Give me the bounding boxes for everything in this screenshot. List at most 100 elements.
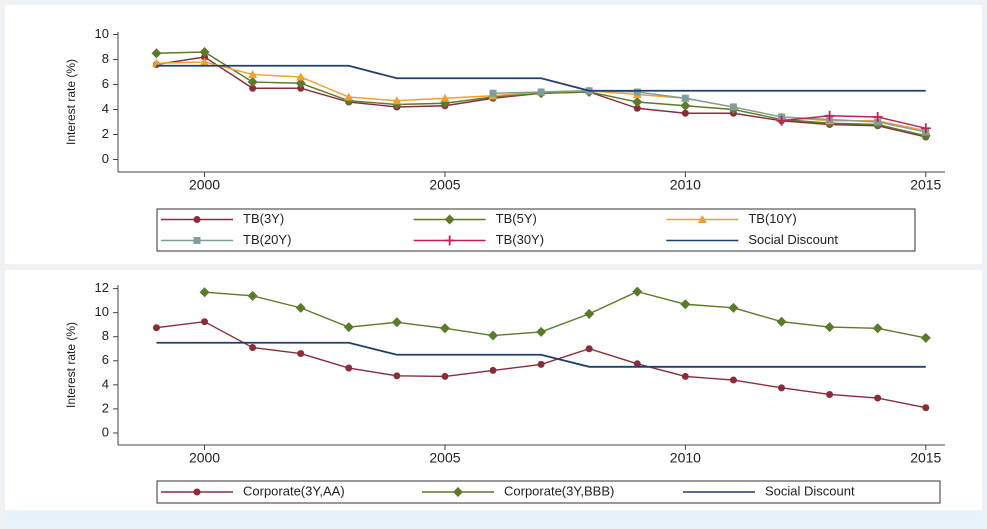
marker	[922, 404, 930, 412]
marker	[633, 360, 641, 368]
marker	[681, 94, 689, 102]
marker	[247, 290, 258, 301]
marker	[440, 93, 450, 102]
marker	[537, 88, 545, 96]
legend-label: Corporate(3Y,BBB)	[504, 483, 614, 498]
legend-box	[156, 208, 916, 252]
y-tick-label: 10	[95, 304, 109, 319]
marker	[681, 109, 689, 117]
legend-label: TB(10Y)	[748, 211, 796, 226]
legend-label: Corporate(3Y,AA)	[243, 483, 345, 498]
x-tick-label: 2015	[910, 450, 941, 466]
marker	[344, 92, 354, 101]
panel-background	[5, 270, 982, 510]
marker	[824, 110, 835, 121]
marker	[536, 326, 547, 337]
series-line	[156, 64, 926, 92]
marker	[249, 344, 257, 352]
marker	[193, 237, 201, 244]
marker	[584, 308, 595, 319]
marker	[872, 112, 883, 122]
y-tick-label: 8	[102, 51, 109, 66]
footer-strip	[5, 510, 982, 526]
marker	[633, 104, 641, 112]
marker	[488, 330, 499, 341]
marker	[343, 322, 354, 333]
y-tick-label: 10	[95, 26, 109, 41]
x-tick-label: 2005	[429, 450, 460, 466]
marker	[633, 88, 641, 96]
marker	[697, 215, 707, 223]
series-line	[493, 90, 926, 133]
marker	[920, 123, 931, 134]
y-tick-label: 0	[102, 151, 109, 166]
marker	[489, 89, 497, 97]
marker	[632, 286, 643, 297]
marker	[345, 364, 353, 372]
marker	[439, 323, 450, 334]
marker	[920, 332, 931, 343]
marker	[444, 214, 455, 225]
marker	[151, 48, 162, 59]
legend-box	[156, 480, 941, 504]
x-tick-label: 2000	[189, 177, 220, 193]
x-tick-label: 2010	[670, 177, 701, 193]
marker	[391, 317, 402, 328]
marker	[680, 299, 691, 310]
marker	[193, 488, 201, 496]
y-tick-label: 6	[102, 76, 109, 91]
marker	[295, 302, 306, 313]
marker	[729, 103, 737, 111]
y-axis-label: Interest rate (%)	[64, 322, 78, 408]
marker	[152, 324, 160, 332]
series-line	[156, 341, 926, 368]
marker	[537, 360, 545, 368]
marker	[728, 302, 739, 313]
x-tick-label: 2005	[429, 177, 460, 193]
x-tick-label: 2000	[189, 450, 220, 466]
y-tick-label: 8	[102, 328, 109, 343]
y-tick-label: 4	[102, 376, 109, 391]
marker	[151, 58, 161, 67]
marker	[248, 70, 258, 78]
y-tick-label: 0	[102, 424, 109, 439]
marker	[632, 97, 643, 107]
legend-label: TB(3Y)	[243, 211, 284, 226]
marker	[826, 390, 834, 398]
marker	[200, 57, 210, 66]
marker	[199, 287, 210, 298]
marker	[444, 235, 455, 246]
marker	[249, 84, 257, 92]
series-line	[781, 115, 926, 129]
y-tick-label: 6	[102, 352, 109, 367]
marker	[193, 216, 201, 223]
marker	[453, 487, 463, 497]
legend-label: TB(5Y)	[496, 211, 537, 226]
x-tick-label: 2015	[910, 177, 941, 193]
marker	[874, 394, 882, 402]
marker	[295, 78, 306, 89]
marker	[729, 376, 737, 384]
marker	[489, 366, 497, 374]
y-tick-label: 2	[102, 400, 109, 415]
marker	[778, 384, 786, 392]
marker	[585, 345, 593, 353]
y-tick-label: 2	[102, 126, 109, 141]
marker	[680, 100, 691, 111]
marker	[392, 96, 402, 105]
series-line	[204, 290, 926, 339]
marker	[872, 323, 883, 334]
x-tick-label: 2010	[670, 450, 701, 466]
marker	[296, 72, 306, 81]
marker	[824, 322, 835, 333]
y-tick-label: 12	[95, 280, 109, 295]
legend-label: TB(30Y)	[496, 232, 544, 247]
legend-label: TB(20Y)	[243, 232, 291, 247]
marker	[776, 316, 787, 327]
marker	[441, 372, 449, 380]
marker	[393, 372, 401, 380]
legend-label: Social Discount	[748, 232, 838, 247]
y-axis-label: Interest rate (%)	[64, 59, 78, 145]
marker	[681, 372, 689, 380]
